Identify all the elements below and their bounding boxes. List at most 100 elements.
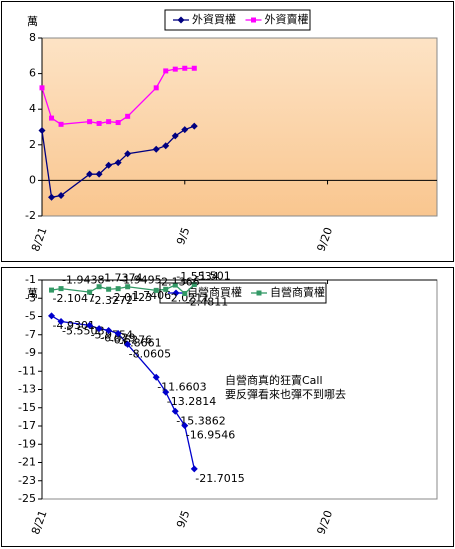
y-tick-label: -5 xyxy=(25,310,36,323)
marker xyxy=(172,66,178,72)
marker xyxy=(182,65,188,71)
marker xyxy=(153,287,159,293)
marker xyxy=(172,282,178,288)
marker xyxy=(191,65,197,71)
legend-marker xyxy=(177,16,185,24)
marker xyxy=(153,85,159,91)
y-tick-label: -19 xyxy=(18,437,36,450)
marker xyxy=(38,127,46,135)
y-tick-label: -23 xyxy=(18,474,36,487)
marker xyxy=(95,170,103,178)
marker xyxy=(105,161,113,169)
marker xyxy=(114,159,122,167)
legend-marker xyxy=(251,17,256,23)
marker xyxy=(171,407,179,415)
y-tick-label: 6 xyxy=(29,67,36,80)
marker xyxy=(105,326,113,334)
data-label: -2.4811 xyxy=(186,296,228,309)
y-tick-label: -1 xyxy=(25,273,36,286)
marker xyxy=(115,120,121,126)
marker xyxy=(125,284,131,290)
y-tick-label: -15 xyxy=(18,401,36,414)
y-tick-label: -7 xyxy=(25,328,36,341)
data-label: -8.0605 xyxy=(129,347,171,360)
marker xyxy=(48,193,56,201)
y-tick-label: 2 xyxy=(29,138,36,151)
data-label: -2.0211 xyxy=(167,291,209,304)
marker xyxy=(95,325,103,333)
data-label: -2.1047 xyxy=(53,292,95,305)
marker xyxy=(152,373,160,381)
y-tick-label: -9 xyxy=(25,346,36,359)
marker xyxy=(152,145,160,153)
marker xyxy=(162,388,170,396)
data-label: -2.0123 xyxy=(110,291,152,304)
data-label: -6.8661 xyxy=(119,337,161,350)
marker xyxy=(49,115,55,121)
legend-marker xyxy=(172,289,180,297)
legend-box xyxy=(164,9,311,31)
data-label: -13.2814 xyxy=(167,395,216,408)
data-label: -16.9546 xyxy=(186,429,235,442)
marker xyxy=(162,142,170,150)
data-label: -5.5508 xyxy=(62,325,104,338)
marker xyxy=(124,340,132,348)
y-tick-label: -25 xyxy=(18,492,36,505)
marker xyxy=(57,318,65,326)
marker xyxy=(58,121,64,127)
marker xyxy=(86,321,94,329)
marker xyxy=(190,465,198,473)
annotation: 自營商真的狂賣Call xyxy=(225,373,323,387)
marker xyxy=(96,120,102,126)
data-label: -21.7015 xyxy=(195,472,244,485)
marker xyxy=(181,422,189,430)
marker xyxy=(57,192,65,200)
data-label: -1.9495 xyxy=(119,274,161,287)
data-label: -1.7406 xyxy=(129,289,171,302)
y-tick-label: -21 xyxy=(18,456,36,469)
data-label: -5.9754 xyxy=(91,328,133,341)
marker xyxy=(181,126,189,134)
x-tick-label: 9/5 xyxy=(174,509,192,530)
marker xyxy=(87,289,93,295)
marker xyxy=(124,150,132,158)
marker xyxy=(163,286,169,292)
marker xyxy=(182,291,188,297)
legend-label: 自營商買權 xyxy=(187,285,242,299)
marker xyxy=(106,286,112,292)
marker xyxy=(48,312,56,320)
marker xyxy=(190,122,198,130)
marker xyxy=(125,113,131,119)
series-line xyxy=(51,315,195,470)
data-label: -1.9438 xyxy=(62,274,104,287)
marker xyxy=(191,282,197,288)
data-label: -11.6603 xyxy=(157,380,206,393)
marker xyxy=(49,287,55,293)
y-axis-unit: 萬 xyxy=(27,15,38,28)
marker xyxy=(58,286,64,292)
legend-marker xyxy=(256,290,262,296)
legend-label: 自營商賣權 xyxy=(270,285,325,299)
data-label: -1.5534 xyxy=(176,270,218,283)
y-tick-label: 0 xyxy=(29,173,36,186)
legend-box xyxy=(159,282,327,304)
data-label: -15.3862 xyxy=(176,414,225,427)
data-label: -1.501 xyxy=(195,270,230,283)
x-tick-label: 9/5 xyxy=(174,226,192,247)
y-tick-label: 4 xyxy=(29,102,36,115)
legend-label: 外資賣權 xyxy=(265,12,309,26)
legend-label: 外資買權 xyxy=(192,13,236,26)
marker xyxy=(171,132,179,140)
y-tick-label: 8 xyxy=(29,31,36,44)
annotation: 要反彈看來也彈不到哪去 xyxy=(225,387,346,401)
marker xyxy=(39,85,45,91)
data-label: -2.1366 xyxy=(157,275,199,288)
data-label: -2.3272 xyxy=(91,294,133,307)
y-tick-label: -11 xyxy=(18,364,36,377)
marker xyxy=(87,119,93,125)
marker xyxy=(86,170,94,178)
data-label: -1.7374 xyxy=(100,272,142,285)
data-label: -6.329 xyxy=(100,332,135,345)
y-tick-label: -17 xyxy=(18,419,36,432)
y-tick-label: -3 xyxy=(25,291,36,304)
